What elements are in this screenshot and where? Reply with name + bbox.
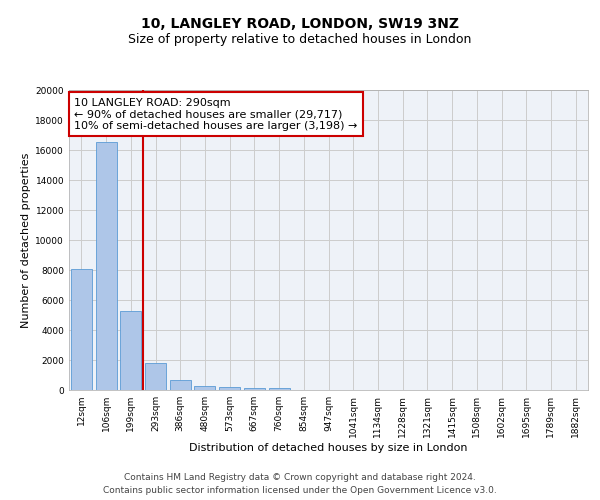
Text: Contains HM Land Registry data © Crown copyright and database right 2024.
Contai: Contains HM Land Registry data © Crown c… (103, 473, 497, 495)
Bar (120, 310, 141, 390)
Bar (219, 387, 240, 390)
Y-axis label: Number of detached properties: Number of detached properties (21, 152, 31, 328)
Bar (145, 363, 166, 390)
Bar (170, 380, 191, 390)
Bar (95, 142, 116, 390)
Bar (71, 268, 92, 390)
Text: 10 LANGLEY ROAD: 290sqm
← 90% of detached houses are smaller (29,717)
10% of sem: 10 LANGLEY ROAD: 290sqm ← 90% of detache… (74, 98, 358, 130)
Text: Size of property relative to detached houses in London: Size of property relative to detached ho… (128, 32, 472, 46)
Bar (244, 388, 265, 390)
Bar (194, 386, 215, 390)
Text: 10, LANGLEY ROAD, LONDON, SW19 3NZ: 10, LANGLEY ROAD, LONDON, SW19 3NZ (141, 18, 459, 32)
X-axis label: Distribution of detached houses by size in London: Distribution of detached houses by size … (189, 442, 468, 452)
Bar (269, 388, 290, 390)
